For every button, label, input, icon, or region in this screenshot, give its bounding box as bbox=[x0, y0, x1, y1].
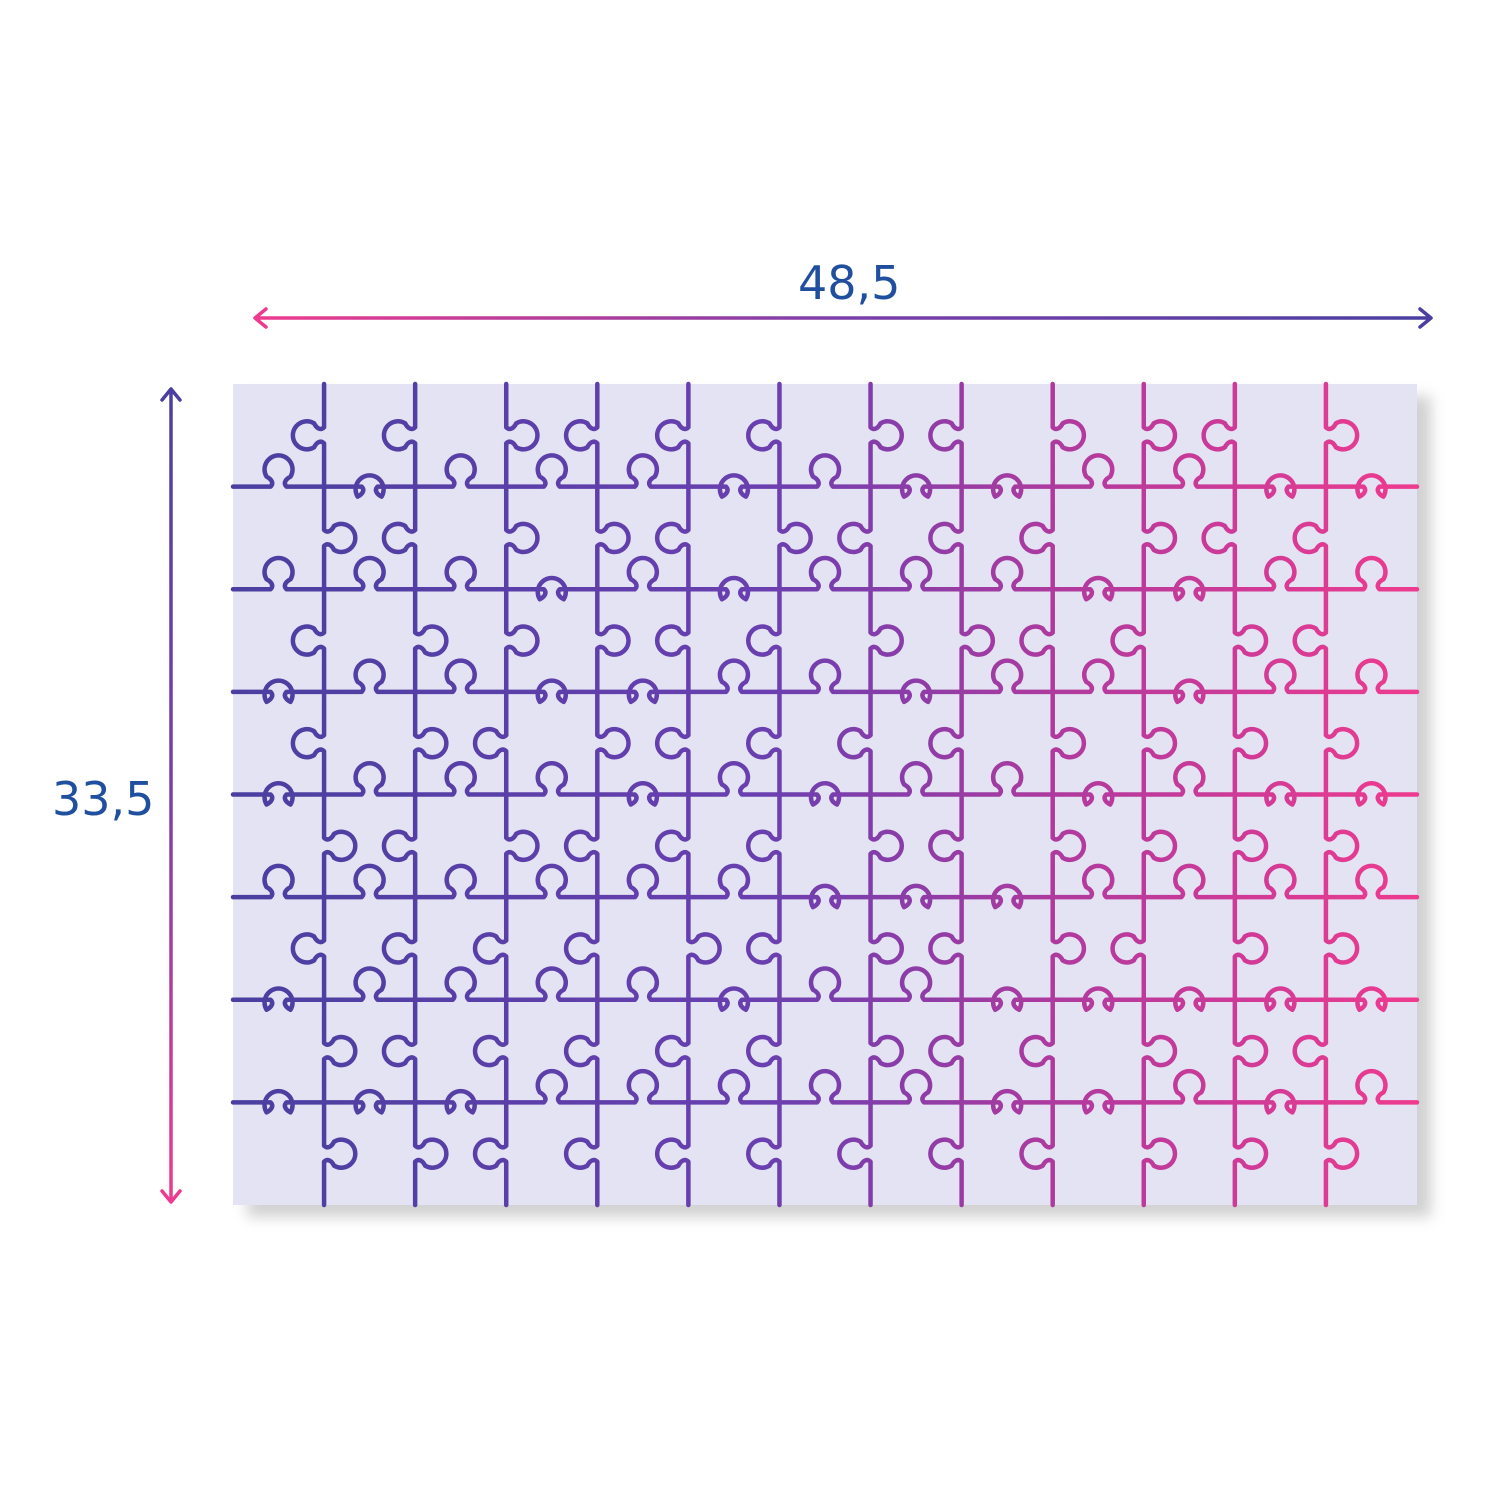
puzzle-piece-cuts bbox=[230, 381, 1420, 1208]
height-label: 33,5 bbox=[52, 772, 155, 826]
width-label: 48,5 bbox=[798, 256, 901, 310]
width-arrow bbox=[253, 307, 1433, 329]
height-arrow bbox=[160, 387, 182, 1204]
